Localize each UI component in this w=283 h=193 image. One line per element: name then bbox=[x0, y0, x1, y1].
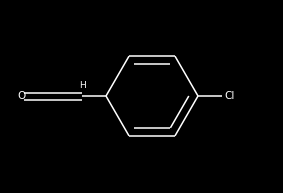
Text: H: H bbox=[79, 81, 85, 91]
Text: O: O bbox=[18, 91, 26, 101]
Text: Cl: Cl bbox=[224, 91, 234, 101]
